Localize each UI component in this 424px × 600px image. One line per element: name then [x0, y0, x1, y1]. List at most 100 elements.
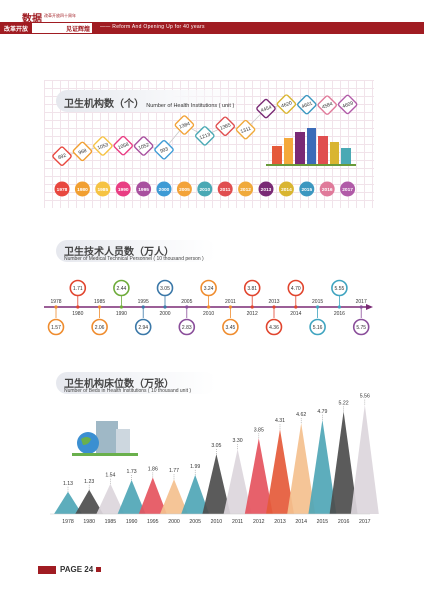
institutions-year-dot: [340, 181, 356, 197]
institutions-title-en: Number of Health Institutions ( unit ): [146, 103, 235, 109]
institutions-value-label: 1053: [97, 142, 110, 152]
personnel-year-label: 1990: [116, 311, 127, 317]
personnel-year-label: 2015: [312, 299, 323, 305]
institutions-year-dot: [156, 181, 172, 197]
institutions-value-label: 4620: [280, 100, 293, 110]
personnel-title-en: Number of Medical Technical Personnel ( …: [64, 256, 204, 262]
personnel-year-label: 2011: [225, 299, 236, 305]
personnel-bubble: [352, 318, 370, 336]
institutions-year-dot: [54, 181, 70, 197]
beds-value-label: 4.62: [296, 412, 306, 418]
beds-value-label: 5.22: [339, 400, 349, 406]
institutions-year-label: 1995: [138, 187, 149, 193]
beds-value-label: 1.54: [105, 473, 115, 479]
beds-value-label: 4.79: [317, 409, 327, 415]
beds-triangle: [117, 479, 146, 514]
personnel-year-label: 1995: [138, 299, 149, 305]
institutions-year-label: 1990: [118, 187, 129, 193]
beds-chart: 1.13 1978 1.23 1980 1.54 1985 1.73 1990 1.86 1995…: [50, 394, 379, 525]
beds-triangle: [223, 449, 252, 514]
institutions-year-label: 1980: [77, 187, 88, 193]
institutions-year-dot: [278, 181, 294, 197]
personnel-timeline-arrow: [366, 304, 373, 310]
personnel-bubble: [156, 279, 174, 297]
beds-triangle: [138, 477, 167, 514]
beds-year-label: 2000: [168, 519, 180, 525]
institutions-value-label: 1384: [178, 121, 191, 131]
institutions-value-label: 892: [57, 153, 67, 162]
beds-year-label: 2016: [338, 519, 350, 525]
beds-year-label: 1990: [126, 519, 138, 525]
personnel-bubble: [265, 318, 283, 336]
hospital-globe-icon: [72, 421, 138, 456]
beds-year-label: 2013: [274, 519, 286, 525]
institutions-year-dot: [319, 181, 335, 197]
personnel-value-label: 3.81: [247, 286, 257, 292]
institutions-year-dot: [217, 181, 233, 197]
beds-year-label: 1980: [83, 519, 95, 525]
personnel-value-label: 1.71: [73, 286, 83, 292]
institutions-year-label: 2000: [159, 187, 170, 193]
beds-value-label: 1.77: [169, 468, 179, 474]
beds-title-en: Number of Beds in Health Institutions ( …: [64, 388, 192, 394]
beds-triangle: [96, 483, 125, 514]
beds-year-label: 2012: [253, 519, 265, 525]
institutions-value-label: 993: [159, 146, 169, 155]
institutions-value-label: 968: [78, 148, 88, 157]
institutions-year-label: 2005: [179, 187, 190, 193]
beds-value-label: 5.56: [360, 394, 370, 400]
personnel-bubble: [134, 318, 152, 336]
personnel-value-label: 3.24: [204, 286, 214, 292]
personnel-bubble: [309, 318, 326, 336]
institutions-value-marker: [93, 136, 113, 156]
header-tag-box: [32, 23, 92, 33]
institutions-chart: 892 1978 968 1980 1053 1985 1058 1990 1052 1995 99…: [52, 94, 358, 197]
institutions-year-label: 2016: [322, 187, 333, 193]
institutions-year-label: 2014: [281, 187, 292, 193]
personnel-value-label: 5.55: [335, 286, 345, 292]
city-skyline-icon: [266, 128, 356, 166]
institutions-year-label: 2012: [240, 187, 251, 193]
beds-value-label: 4.31: [275, 418, 285, 424]
institutions-value-marker: [174, 115, 195, 135]
personnel-bubble: [47, 318, 65, 336]
institutions-value-label: 1052: [138, 142, 151, 152]
header-band: [0, 22, 424, 34]
institutions-title: 卫生机构数（个） Number of Health Institutions (…: [64, 95, 234, 110]
personnel-bubble: [243, 279, 261, 297]
beds-value-label: 3.85: [254, 427, 264, 433]
header-tag-right: 见证辉煌: [66, 27, 91, 33]
institutions-value-label: 1058: [117, 142, 130, 152]
personnel-value-label: 5.16: [313, 325, 323, 331]
institutions-year-dot: [299, 181, 315, 197]
beds-value-label: 1.86: [148, 466, 158, 472]
beds-triangle: [350, 404, 379, 514]
institutions-year-label: 2015: [301, 187, 312, 193]
personnel-title-pill: [56, 240, 216, 262]
institutions-value-label: 4454: [260, 105, 273, 115]
personnel-bubble: [69, 279, 87, 297]
brand-subtitle: 改革开放四十周年: [44, 13, 76, 18]
beds-value-label: 1.73: [127, 469, 137, 475]
personnel-value-label: 1.57: [51, 325, 61, 331]
personnel-value-label: 5.75: [356, 325, 366, 331]
beds-year-label: 1985: [105, 519, 117, 525]
institutions-value-marker: [52, 146, 72, 166]
personnel-year-label: 2016: [334, 311, 345, 317]
beds-title-cn: 卫生机构床位数（万张）: [64, 379, 174, 390]
personnel-bubble: [178, 318, 196, 336]
personnel-year-label: 2013: [268, 299, 279, 305]
personnel-year-label: 1978: [50, 299, 61, 305]
institutions-year-dot: [74, 181, 90, 197]
institutions-year-label: 1978: [57, 187, 68, 193]
personnel-value-label: 3.05: [160, 286, 170, 292]
personnel-bubble: [200, 279, 217, 297]
beds-triangle: [244, 438, 273, 514]
beds-triangle: [181, 474, 210, 514]
personnel-year-label: 1985: [94, 299, 105, 305]
institutions-value-marker: [72, 141, 93, 162]
personnel-year-label: 2012: [247, 311, 258, 317]
beds-triangle: [160, 479, 188, 514]
beds-year-label: 1995: [147, 519, 159, 525]
personnel-bubble: [222, 318, 239, 336]
